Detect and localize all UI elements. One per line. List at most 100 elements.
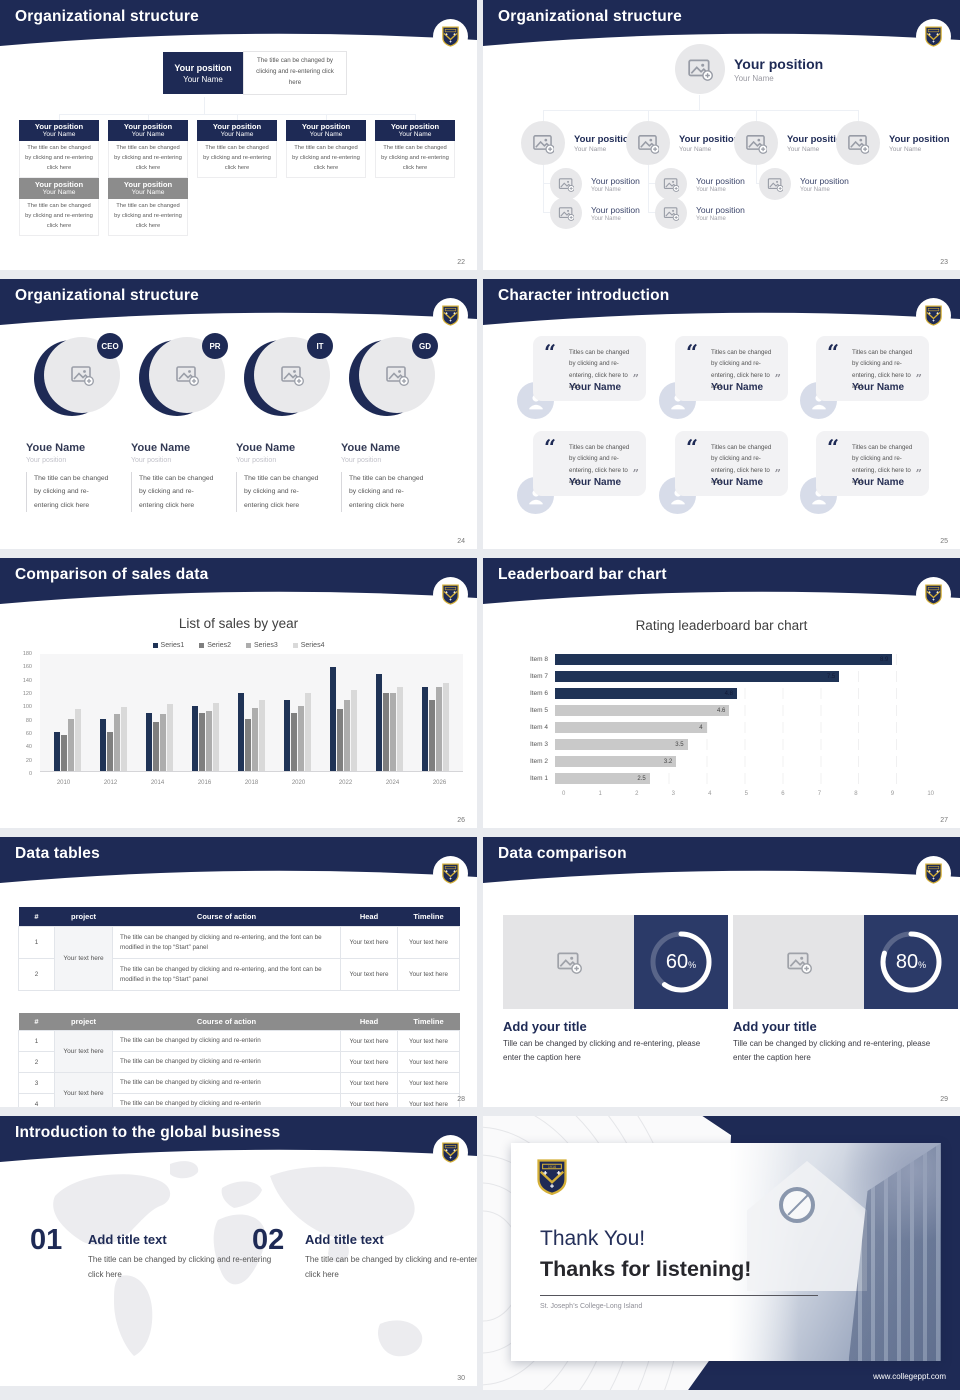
org-node-gray: Your position Your Name The title can be … bbox=[108, 178, 188, 236]
image-placeholder-icon bbox=[655, 168, 687, 200]
quote-card: “ Titles can be changed by clicking and … bbox=[816, 336, 929, 401]
college-shield-logo: 1916 bbox=[537, 1159, 567, 1195]
step-number: 02 bbox=[252, 1224, 285, 1256]
page-number: 26 bbox=[457, 817, 465, 824]
leaderboard-bar-chart: Item 8 8.9 Item 7 7.5 Item 6 4.8 Item 5 4.6 Item… bbox=[513, 653, 934, 785]
slide-title: Organizational structure bbox=[15, 287, 199, 304]
slide-30-global-business[interactable]: Introduction to the global business 01 A… bbox=[0, 1116, 477, 1386]
role-badge: PR bbox=[202, 333, 228, 359]
org-subnode: Your position Your Name bbox=[550, 197, 640, 229]
quote-card: “ Titles can be changed by clicking and … bbox=[675, 431, 788, 496]
table-row: 1 Your text here The title can be change… bbox=[18, 926, 460, 991]
college-logo-badge bbox=[916, 298, 951, 333]
college-name: St. Joseph’s College-Long Island bbox=[540, 1303, 643, 1310]
image-placeholder-icon bbox=[675, 44, 725, 94]
image-placeholder-icon bbox=[759, 168, 791, 200]
college-logo-badge bbox=[433, 19, 468, 54]
image-placeholder-icon bbox=[521, 121, 565, 165]
table-row: 2 The title can be changed by clicking a… bbox=[18, 1051, 460, 1073]
org-root-node: Your position Your Name bbox=[675, 44, 823, 94]
website-link[interactable]: www.collegeppt.com bbox=[873, 1372, 946, 1381]
org-node: Your position Your Name bbox=[521, 121, 635, 165]
slide-28-data-tables[interactable]: Data tables # project Course of action H… bbox=[0, 837, 477, 1107]
thank-you-text: Thank You! bbox=[540, 1227, 646, 1250]
slide-25-character-introduction[interactable]: Character introduction “ Titles can be c… bbox=[483, 279, 960, 549]
college-logo-badge bbox=[916, 19, 951, 54]
chart-plot-area bbox=[40, 654, 463, 772]
org-node: Your position Your Name bbox=[836, 121, 950, 165]
college-logo-badge bbox=[916, 856, 951, 891]
page-number: 29 bbox=[940, 1096, 948, 1103]
page-number: 22 bbox=[457, 259, 465, 266]
thanks-listening-text: Thanks for listening! bbox=[540, 1257, 752, 1281]
divider bbox=[540, 1295, 818, 1296]
shield-icon bbox=[442, 305, 459, 326]
data-table-navy: # project Course of action Head Timeline… bbox=[18, 907, 460, 991]
chart-title: List of sales by year bbox=[178, 616, 299, 631]
role-badge: CEO bbox=[97, 333, 123, 359]
quote-card: “ Titles can be changed by clicking and … bbox=[675, 336, 788, 401]
org-root-note: The title can be changed by clicking and… bbox=[243, 51, 347, 95]
slide-title: Organizational structure bbox=[498, 8, 682, 25]
table-row: 1 Your text here The title can be change… bbox=[18, 1030, 460, 1073]
image-placeholder-icon bbox=[836, 121, 880, 165]
org-subnode: Your position Your Name bbox=[759, 168, 849, 200]
campus-photo bbox=[729, 1143, 941, 1361]
page-number: 24 bbox=[457, 538, 465, 545]
slide-24-organizational-structure[interactable]: Organizational structure CEO Youe Name Y… bbox=[0, 279, 477, 549]
page-number: 27 bbox=[940, 817, 948, 824]
x-axis-labels: 0 1 2 3 4 5 6 7 8 9 10 bbox=[562, 791, 934, 797]
shield-icon bbox=[925, 584, 942, 605]
org-node: Your position Your Name The title can be … bbox=[375, 120, 455, 178]
org-node: Your position Your Name The title can be … bbox=[197, 120, 277, 178]
slide-title: Comparison of sales data bbox=[15, 566, 209, 583]
comparison-card: 80% bbox=[733, 915, 958, 1009]
slide-23-organizational-structure[interactable]: Organizational structure Your position Yo… bbox=[483, 0, 960, 270]
quote-icon: “ bbox=[544, 340, 557, 365]
person-card: GD Youe Name Your position The title can… bbox=[341, 333, 438, 512]
slide-26-sales-comparison[interactable]: Comparison of sales data List of sales b… bbox=[0, 558, 477, 828]
svg-text:1916: 1916 bbox=[548, 1165, 556, 1169]
thank-you-card: 1916 Thank You! Thanks for listening! St… bbox=[511, 1143, 941, 1361]
image-placeholder-icon bbox=[655, 197, 687, 229]
org-node: Your position Your Name bbox=[626, 121, 740, 165]
quote-end-icon: ” bbox=[632, 372, 639, 385]
shield-icon bbox=[442, 584, 459, 605]
person-card: CEO Youe Name Your position The title ca… bbox=[26, 333, 123, 512]
college-logo-badge bbox=[916, 577, 951, 612]
slide-title: Data tables bbox=[15, 845, 100, 862]
step-number: 01 bbox=[30, 1224, 63, 1256]
person-card: IT Youe Name Your position The title can… bbox=[236, 333, 333, 512]
slide-27-leaderboard[interactable]: Leaderboard bar chart Rating leaderboard… bbox=[483, 558, 960, 828]
shield-icon bbox=[442, 863, 459, 884]
slide-title: Introduction to the global business bbox=[15, 1124, 281, 1141]
slide-header: Organizational structure bbox=[0, 0, 477, 54]
shield-icon bbox=[925, 26, 942, 47]
shield-icon bbox=[925, 305, 942, 326]
quote-card: “ Titles can be changed by clicking and … bbox=[533, 431, 646, 496]
slide-29-data-comparison[interactable]: Data comparison 60% 80% Add your title T… bbox=[483, 837, 960, 1107]
slide-thank-you[interactable]: 1916 Thank You! Thanks for listening! St… bbox=[483, 1116, 960, 1390]
slide-22-organizational-structure[interactable]: Organizational structure Your position Y… bbox=[0, 0, 477, 270]
world-map bbox=[53, 1161, 423, 1357]
y-axis-labels: 180 160 140 120 100 80 60 40 20 0 bbox=[22, 651, 32, 777]
org-subnode: Your position Your Name bbox=[655, 168, 745, 200]
org-node: Your position Your Name The title can be … bbox=[19, 120, 99, 178]
role-badge: GD bbox=[412, 333, 438, 359]
progress-ring-60: 60% bbox=[634, 915, 728, 1009]
comparison-card: 60% bbox=[503, 915, 728, 1009]
quote-card: “ Titles can be changed by clicking and … bbox=[533, 336, 646, 401]
x-axis-labels: 2010 2012 2014 2016 2018 2020 2022 2024 2026 bbox=[56, 780, 447, 786]
org-node: Your position Your Name The title can be … bbox=[108, 120, 188, 178]
page-number: 23 bbox=[940, 259, 948, 266]
college-logo-badge bbox=[433, 856, 468, 891]
slide-title: Organizational structure bbox=[15, 8, 199, 25]
image-placeholder-icon bbox=[550, 197, 582, 229]
slide-title: Character introduction bbox=[498, 287, 670, 304]
org-root-node: Your position Your Name The title can be… bbox=[163, 51, 347, 95]
progress-ring-80: 80% bbox=[864, 915, 958, 1009]
image-placeholder-icon bbox=[734, 121, 778, 165]
table-row: 4 The title can be changed by clicking a… bbox=[18, 1093, 460, 1107]
person-card: PR Youe Name Your position The title can… bbox=[131, 333, 228, 512]
table-row: 2 The title can be changed by clicking a… bbox=[18, 958, 460, 991]
